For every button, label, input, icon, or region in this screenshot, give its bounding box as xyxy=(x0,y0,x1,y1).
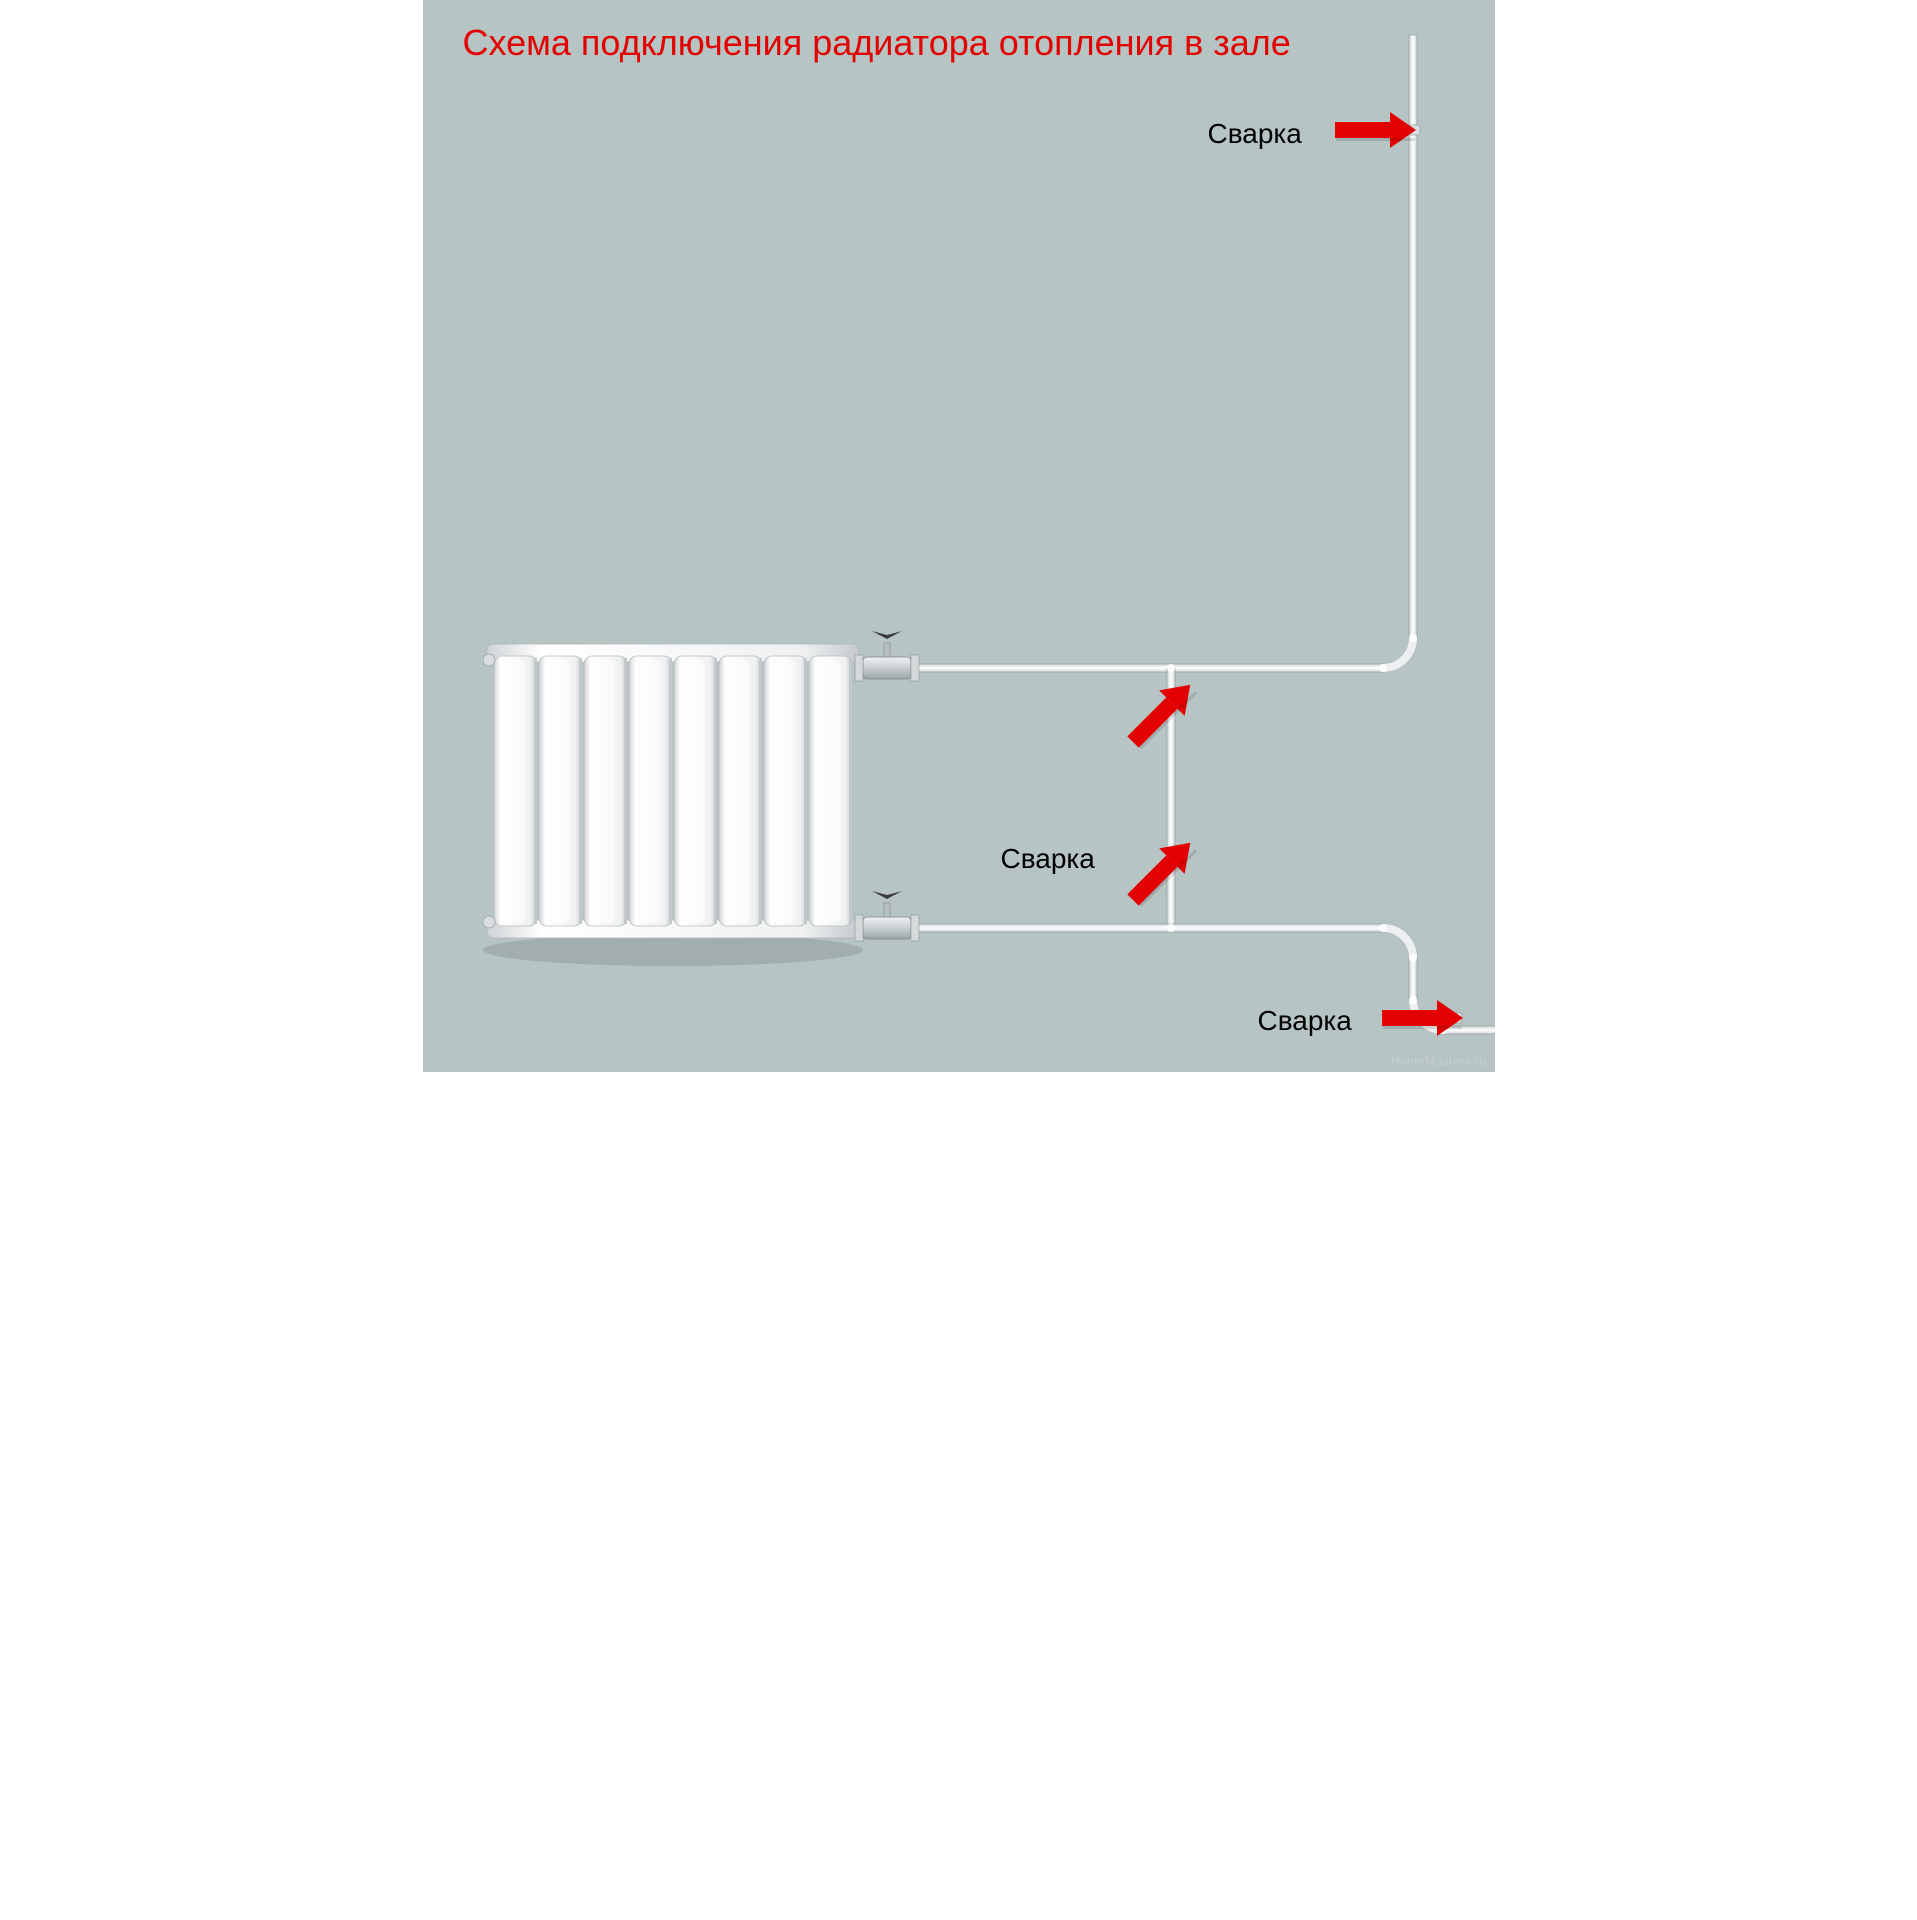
radiator-section xyxy=(629,656,672,926)
weld-tee-lower-arrow xyxy=(1120,830,1203,913)
weld-label-bottom: Сварка xyxy=(1258,1005,1352,1037)
weld-top-arrow xyxy=(1335,112,1416,148)
valves-layer xyxy=(855,631,919,941)
radiator-section xyxy=(494,656,537,926)
radiator-section xyxy=(764,656,807,926)
radiator-section xyxy=(809,656,852,926)
radiator-section xyxy=(584,656,627,926)
weld-label-middle: Сварка xyxy=(1001,843,1095,875)
diagram-title: Схема подключения радиатора отопления в … xyxy=(463,22,1291,64)
piping-diagram xyxy=(423,0,1495,1072)
weld-label-top: Сварка xyxy=(1208,118,1302,150)
watermark-text: HomeMasters.ru xyxy=(1391,1054,1487,1068)
return-valve xyxy=(855,891,919,941)
radiator-section xyxy=(674,656,717,926)
supply-valve xyxy=(855,631,919,681)
radiator-plug-top-left xyxy=(483,654,495,666)
radiator-section xyxy=(539,656,582,926)
pipes-layer xyxy=(868,35,1495,1034)
radiator-plug-bottom-left xyxy=(483,916,495,928)
radiator-section xyxy=(719,656,762,926)
weld-tee-upper-arrow xyxy=(1120,672,1203,755)
radiator-layer xyxy=(483,644,863,966)
